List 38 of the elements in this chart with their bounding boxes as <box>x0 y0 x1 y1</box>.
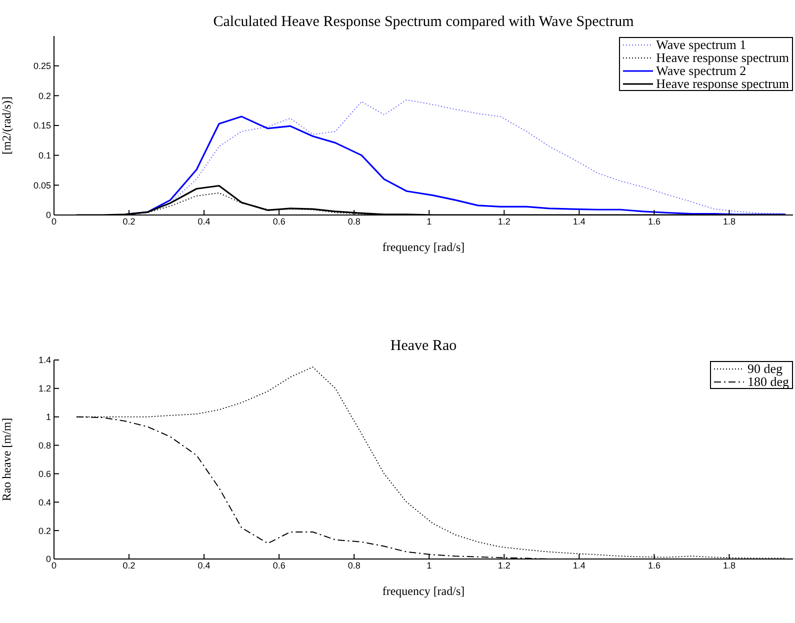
x-tick-label: 0.8 <box>348 560 360 570</box>
chart-title: Heave Rao <box>389 338 458 355</box>
x-tick-label: 1.2 <box>498 216 510 226</box>
y-axis-title: Rao heave [m/m] <box>0 418 14 502</box>
y-tick-label: 0.2 <box>38 526 51 536</box>
y-tick-label: 1 <box>46 412 51 422</box>
x-tick-label: 1.4 <box>572 216 586 226</box>
x-tick-label: 1.8 <box>722 216 736 226</box>
x-tick-label: 0.2 <box>122 560 136 570</box>
y-tick-label: 1.4 <box>38 355 51 366</box>
y-tick-label: 0.4 <box>38 497 51 508</box>
x-tick-label: 1.6 <box>648 216 660 226</box>
x-tick-label: 0.4 <box>198 560 210 570</box>
x-tick-label: 0.6 <box>272 560 286 570</box>
x-tick-label: 1.8 <box>722 560 736 570</box>
y-tick-label: 0.25 <box>33 61 51 72</box>
x-tick-label: 1.4 <box>572 560 586 570</box>
y-axis-title: [m2/(rad/s)] <box>0 96 14 154</box>
x-tick-label: 1 <box>426 216 432 226</box>
x-tick-label: 1.2 <box>498 560 510 570</box>
chart-title: Calculated Heave Response Spectrum compared with Wave Spectrum <box>212 14 635 31</box>
y-tick-label: 0.8 <box>38 440 51 450</box>
x-tick-label: 1 <box>426 560 432 570</box>
y-tick-label: 0.6 <box>38 468 51 479</box>
x-tick-label: 0.2 <box>122 216 136 226</box>
y-tick-label: 1.2 <box>38 384 51 394</box>
x-tick-label: 0.4 <box>198 216 210 226</box>
x-tick-label: 0.8 <box>348 216 360 226</box>
legend-label: Wave spectrum 1 <box>656 37 746 52</box>
x-tick-label: 1.6 <box>648 560 660 570</box>
y-tick-label: 0.15 <box>33 120 51 131</box>
x-tick-label: 0.6 <box>272 216 286 226</box>
legend-label: 90 deg <box>747 361 782 376</box>
y-tick-label: 0.2 <box>38 90 51 101</box>
y-tick-label: 0.1 <box>38 150 51 161</box>
x-axis-title: frequency [rad/s] <box>382 240 465 254</box>
x-axis-title: frequency [rad/s] <box>382 584 465 598</box>
y-tick-label: 0.05 <box>33 180 51 190</box>
